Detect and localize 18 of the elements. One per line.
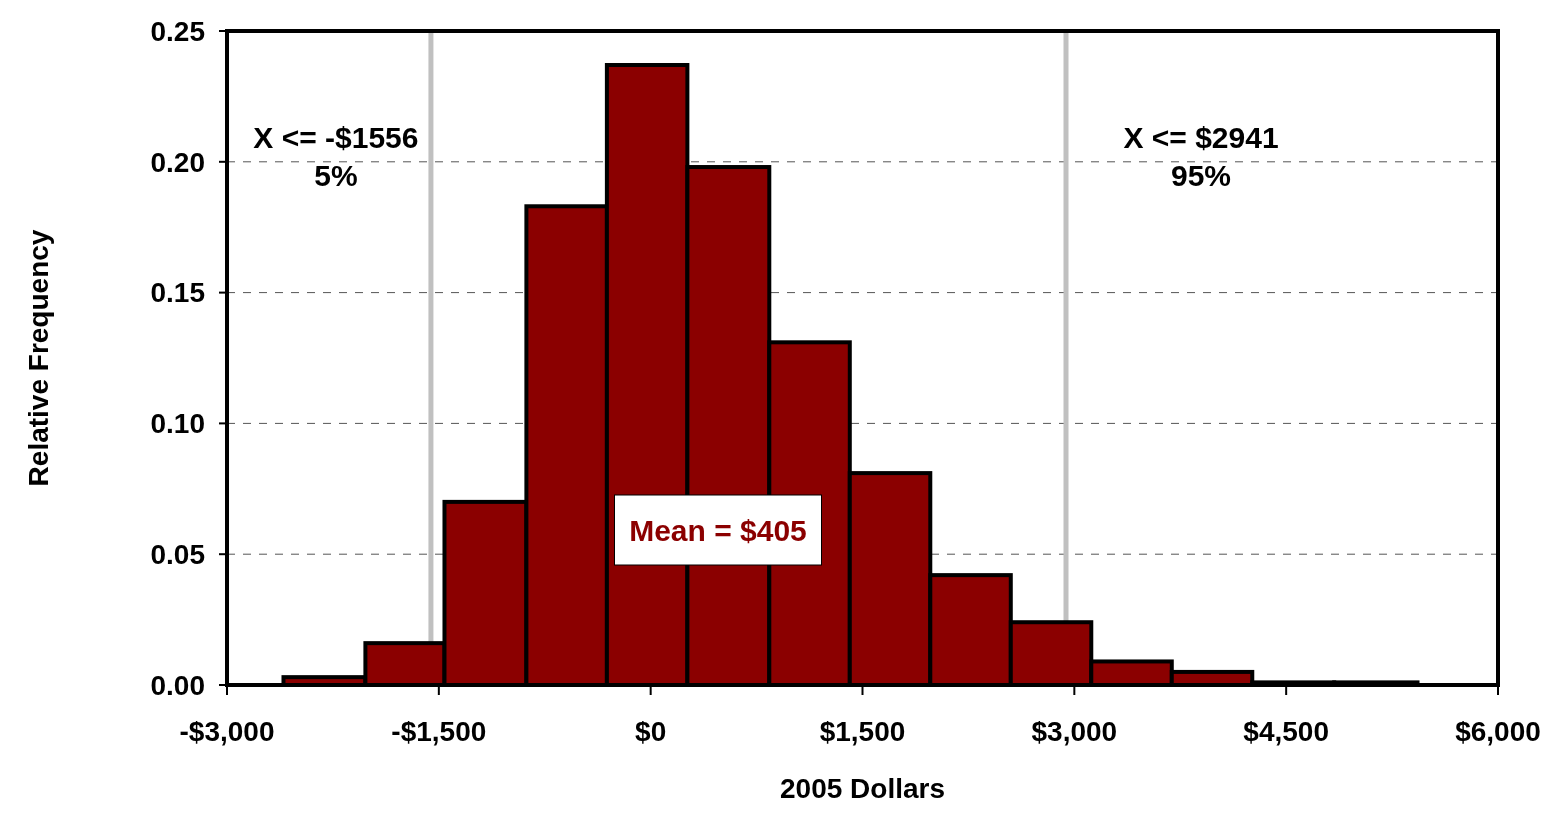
x-tick-label: $3,000 [1031,716,1118,747]
x-axis-title: 2005 Dollars [780,773,945,804]
x-tick-label: $1,500 [819,716,906,747]
x-tick-label: $4,500 [1243,716,1329,747]
x-tick-label: $6,000 [1455,716,1541,747]
x-tick-label: -$1,500 [391,716,487,747]
ref-line-label: X <= -$1556 5% [253,120,419,192]
x-tick-label: -$3,000 [179,716,275,747]
y-tick-label: 0.25 [150,15,205,47]
y-tick-label: 0.10 [150,408,205,440]
annotation: Mean = $405 [629,513,807,547]
x-tick-label: $0 [635,716,667,747]
y-tick-label: 0.20 [150,146,205,178]
y-tick-label: 0.00 [150,669,205,701]
y-axis-title: Relative Frequency [23,229,54,487]
y-tick-label: 0.15 [150,277,205,309]
ref-line-label: X <= $2941 95% [1123,120,1279,192]
y-tick-label: 0.05 [150,539,205,570]
